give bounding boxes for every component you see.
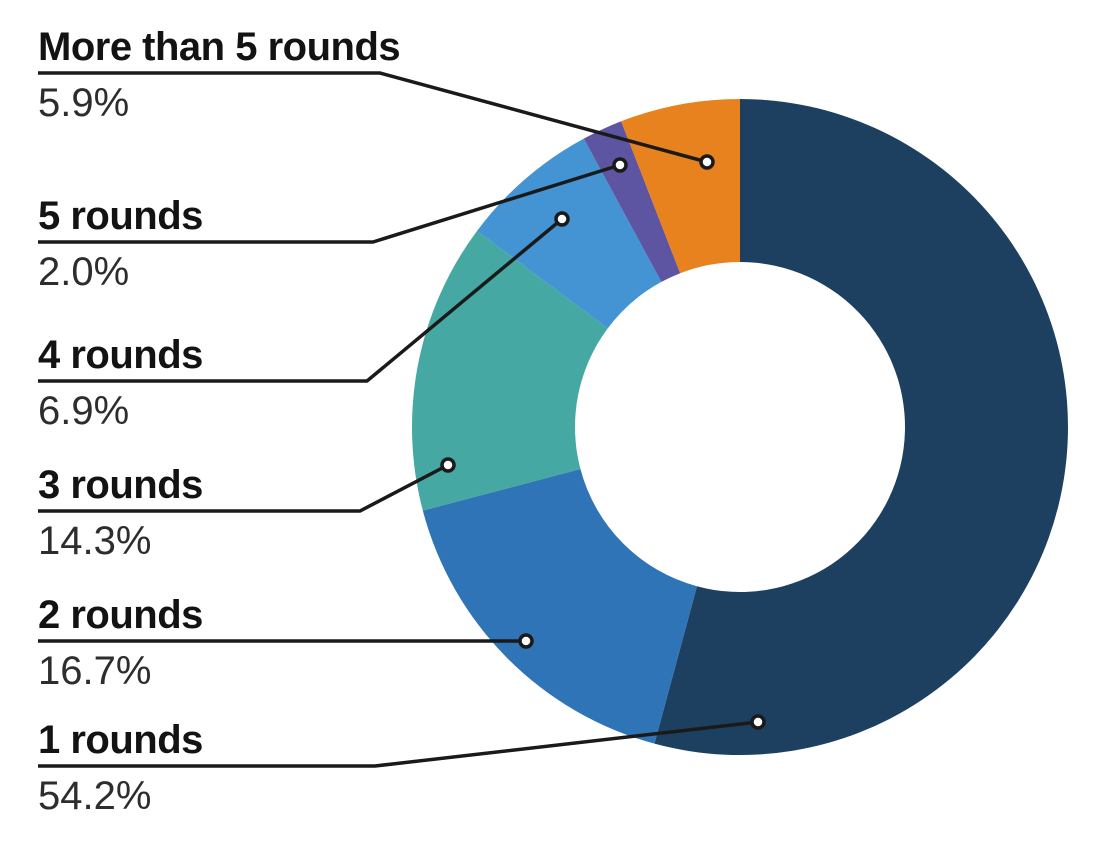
- leader-dot: [440, 457, 456, 473]
- callout-4-rounds: 4 rounds 6.9%: [38, 333, 203, 433]
- callout-5-rounds: 5 rounds 2.0%: [38, 194, 203, 294]
- callout-1-rounds: 1 rounds 54.2%: [38, 718, 203, 818]
- slice-percent: 5.9%: [38, 81, 130, 125]
- leader-line: [38, 71, 708, 164]
- leader-dot: [612, 157, 628, 173]
- pie-slice-more-than-5-rounds: [621, 99, 740, 274]
- slice-label: 3 rounds: [38, 463, 203, 507]
- pie-slice-2-rounds: [422, 469, 697, 744]
- pie-slice-5-rounds: [583, 121, 681, 282]
- pie-slice-1-rounds: [654, 99, 1068, 756]
- slice-percent: 6.9%: [38, 389, 130, 433]
- slice-label: 4 rounds: [38, 333, 203, 377]
- slice-label: 5 rounds: [38, 194, 203, 238]
- leader-dot: [554, 211, 570, 227]
- leader-dot: [750, 714, 766, 730]
- leader-line: [38, 720, 759, 768]
- slice-label: 2 rounds: [38, 593, 203, 637]
- leader-dot: [699, 154, 715, 170]
- leader-line: [38, 217, 564, 383]
- slice-percent: 2.0%: [38, 250, 130, 294]
- callout-3-rounds: 3 rounds 14.3%: [38, 463, 203, 563]
- pie-slice-4-rounds: [477, 138, 662, 329]
- slice-percent: 16.7%: [38, 649, 152, 693]
- leader-line: [38, 463, 449, 513]
- slice-label: More than 5 rounds: [38, 25, 401, 69]
- slice-label: 1 rounds: [38, 718, 203, 762]
- leader-line: [38, 163, 621, 244]
- callout-more-than-5-rounds: More than 5 rounds 5.9%: [38, 25, 401, 125]
- callout-2-rounds: 2 rounds 16.7%: [38, 593, 203, 693]
- slice-percent: 54.2%: [38, 774, 152, 818]
- leader-dot: [518, 633, 534, 649]
- slice-percent: 14.3%: [38, 519, 152, 563]
